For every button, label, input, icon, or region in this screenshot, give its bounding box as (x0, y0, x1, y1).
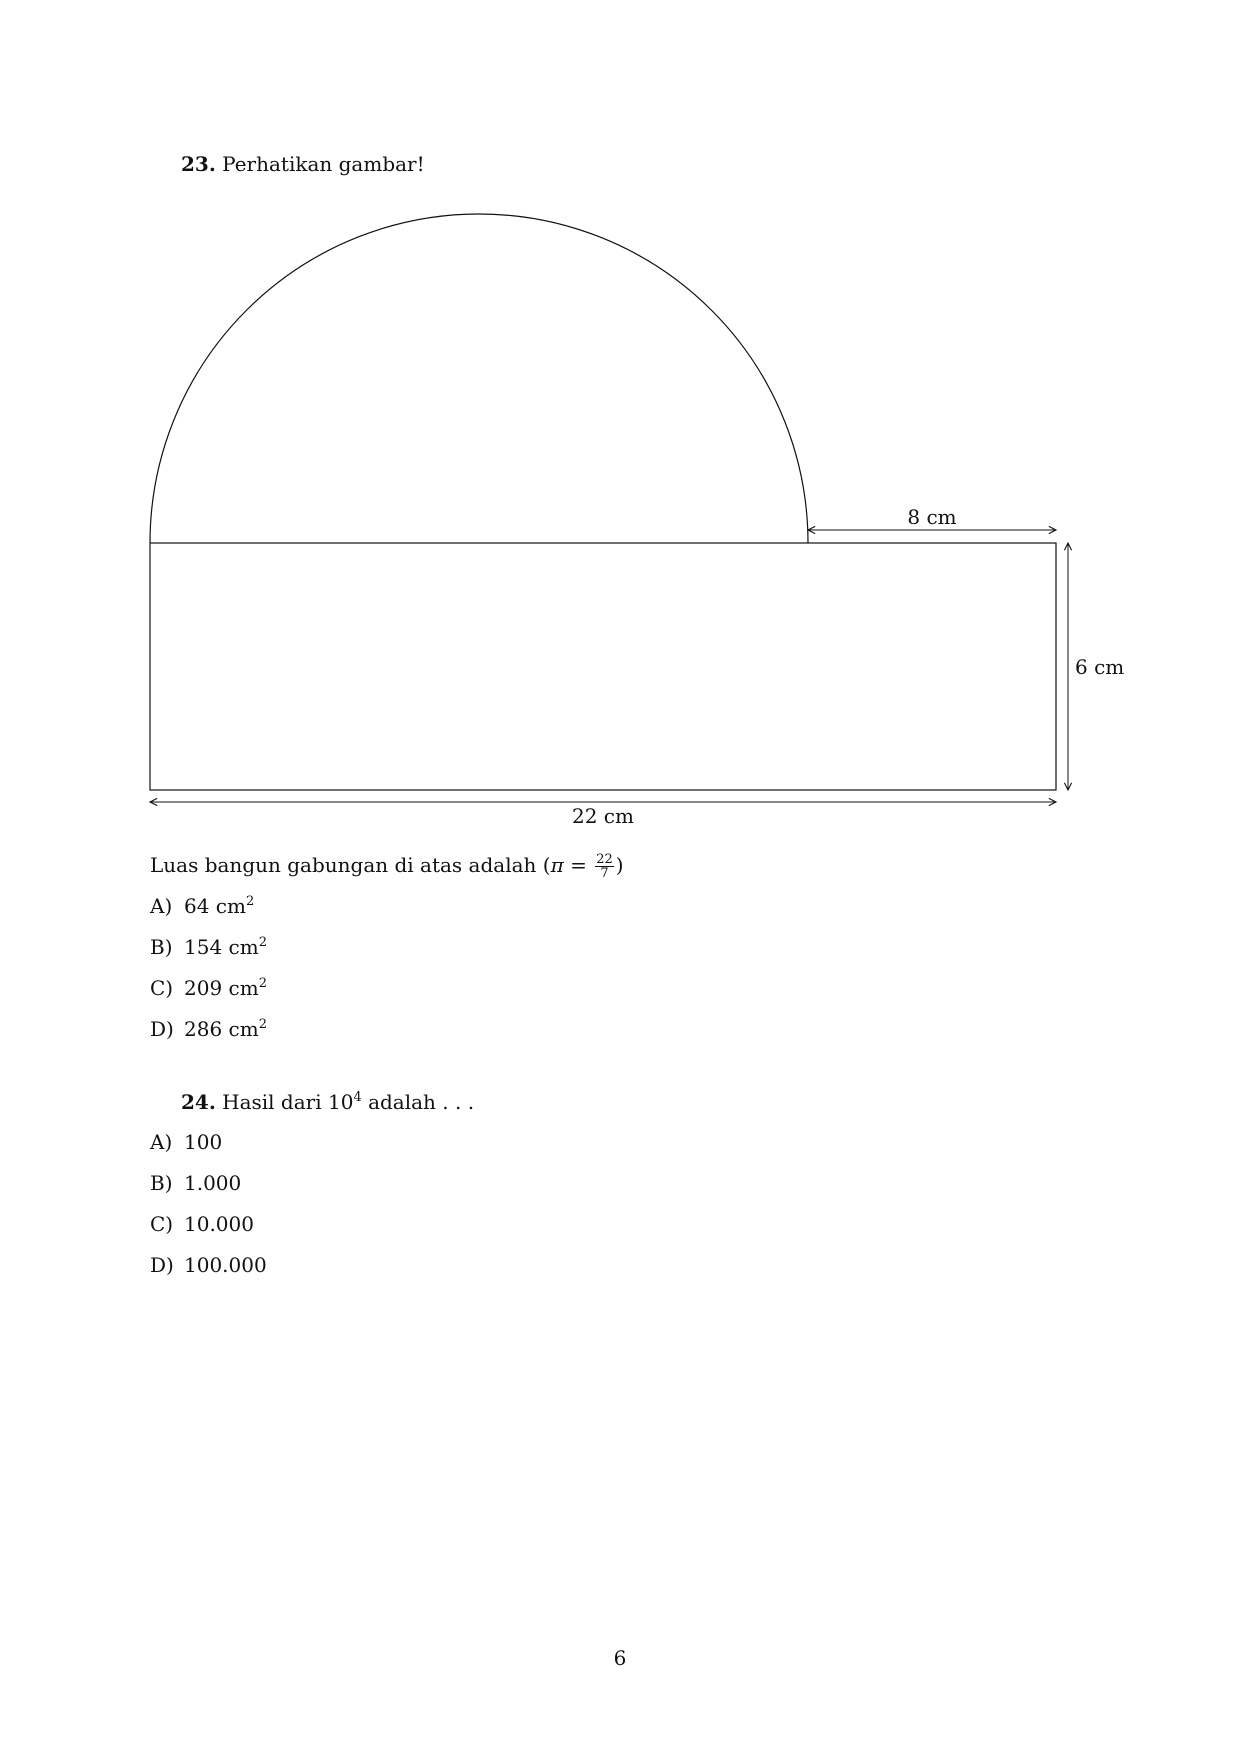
q24-option-a[interactable]: A) 100 (150, 1130, 222, 1154)
option-value: 64 cm (184, 894, 246, 918)
question-23-text-main: Luas bangun gabungan di atas adalah ( (150, 853, 551, 877)
question-23-prompt: Perhatikan gambar! (222, 152, 425, 176)
question-24-text-before: Hasil dari 10 (222, 1090, 354, 1114)
question-24-exponent: 4 (353, 1090, 362, 1105)
option-value: 286 cm (184, 1017, 259, 1041)
q23-option-d[interactable]: D) 286 cm2 (150, 1017, 267, 1041)
q23-option-b[interactable]: B) 154 cm2 (150, 935, 267, 959)
label-8cm: 8 cm (907, 505, 956, 529)
label-22cm: 22 cm (572, 804, 634, 828)
option-exponent: 2 (258, 935, 267, 950)
option-letter: D) (150, 1253, 174, 1277)
option-value: 209 cm (184, 976, 259, 1000)
option-exponent: 2 (245, 894, 255, 909)
q24-option-b[interactable]: B) 1.000 (150, 1171, 241, 1195)
question-23-heading: 23. Perhatikan gambar! (181, 152, 425, 176)
fraction-denominator: 7 (600, 866, 609, 881)
q24-option-c[interactable]: C) 10.000 (150, 1212, 254, 1236)
option-letter: C) (150, 976, 174, 1000)
option-letter: D) (150, 1017, 174, 1041)
question-23-text: Luas bangun gabungan di atas adalah (π =… (150, 853, 624, 880)
semicircle (149, 213, 809, 544)
pi-symbol: π (550, 853, 564, 877)
page-number: 6 (613, 1646, 627, 1670)
q23-option-c[interactable]: C) 209 cm2 (150, 976, 267, 1000)
option-value: 100.000 (184, 1253, 267, 1277)
question-24-text-after: adalah . . . (361, 1090, 475, 1114)
option-letter: B) (150, 1171, 173, 1195)
question-24-number: 24. (181, 1090, 216, 1114)
option-value: 100 (184, 1130, 223, 1154)
q23-option-a[interactable]: A) 64 cm2 (150, 894, 254, 918)
option-value: 154 cm (184, 935, 259, 959)
rectangle (149, 542, 1057, 791)
option-value: 10.000 (184, 1212, 254, 1236)
option-letter: A) (150, 894, 173, 918)
close-paren: ) (615, 853, 624, 877)
composite-shape-figure: 8 cm 6 cm 22 cm (0, 213, 1124, 828)
pi-fraction: 22 7 (595, 853, 614, 880)
option-exponent: 2 (258, 1017, 267, 1032)
fraction-numerator: 22 (595, 852, 614, 867)
question-24-heading: 24. Hasil dari 104 adalah . . . (181, 1090, 474, 1114)
q24-option-d[interactable]: D) 100.000 (150, 1253, 267, 1277)
option-letter: B) (150, 935, 173, 959)
option-value: 1.000 (184, 1171, 242, 1195)
option-letter: A) (150, 1130, 173, 1154)
label-6cm: 6 cm (1075, 655, 1124, 679)
option-exponent: 2 (258, 976, 267, 991)
equals-sign: = (570, 853, 587, 877)
question-23-number: 23. (181, 152, 216, 176)
option-letter: C) (150, 1212, 174, 1236)
